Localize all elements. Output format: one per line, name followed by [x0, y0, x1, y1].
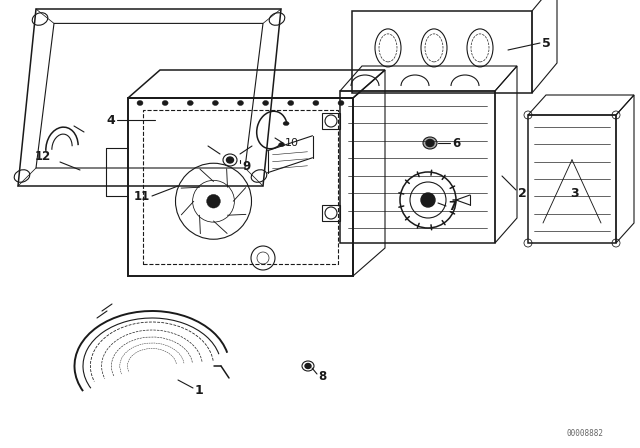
Text: 11: 11 — [134, 190, 150, 202]
Circle shape — [207, 194, 220, 208]
Text: 2: 2 — [518, 186, 527, 199]
Ellipse shape — [262, 100, 269, 105]
Text: 7: 7 — [448, 199, 456, 212]
Ellipse shape — [288, 100, 294, 105]
Ellipse shape — [305, 363, 311, 369]
Ellipse shape — [237, 100, 243, 105]
Ellipse shape — [227, 157, 234, 163]
Text: 3: 3 — [570, 186, 579, 199]
Circle shape — [421, 193, 435, 207]
Text: 10: 10 — [285, 138, 299, 148]
Ellipse shape — [212, 100, 218, 105]
Ellipse shape — [162, 100, 168, 105]
Ellipse shape — [137, 100, 143, 105]
Text: 4: 4 — [106, 113, 115, 126]
Ellipse shape — [338, 100, 344, 105]
Text: 12: 12 — [35, 150, 51, 163]
Ellipse shape — [188, 100, 193, 105]
Ellipse shape — [278, 142, 285, 146]
Text: 1: 1 — [195, 383, 204, 396]
Ellipse shape — [426, 139, 434, 146]
Ellipse shape — [283, 121, 289, 125]
Text: 00008882: 00008882 — [566, 428, 604, 438]
Ellipse shape — [313, 100, 319, 105]
Text: 6: 6 — [452, 137, 460, 150]
Text: 8: 8 — [318, 370, 326, 383]
Text: 9: 9 — [242, 159, 250, 172]
Ellipse shape — [423, 137, 437, 149]
Text: 5: 5 — [542, 36, 551, 49]
